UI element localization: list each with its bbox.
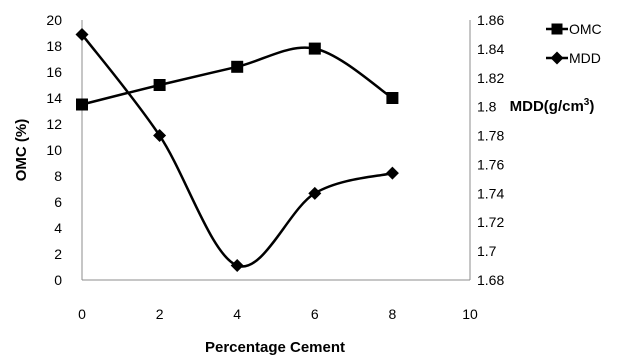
x-tick-labels: 0 2 4 6 8 10	[78, 306, 478, 322]
data-point-mdd	[153, 129, 167, 143]
y-right-tick-label: 1.8	[477, 99, 497, 115]
y-left-tick-label: 10	[46, 142, 62, 158]
y-right-axis-title-base: MDD(g/cm	[510, 98, 584, 115]
y-right-tick-label: 1.82	[477, 70, 504, 86]
y-right-axis-title-superscript: 3	[584, 97, 590, 108]
y-right-tick-label: 1.72	[477, 214, 504, 230]
data-point-omc	[386, 92, 399, 104]
y-right-tick-label: 1.68	[477, 272, 504, 288]
y-left-tick-label: 0	[54, 272, 62, 288]
y-right-tick-label: 1.7	[477, 243, 497, 259]
y-right-axis-title: MDD(g/cm3)	[510, 97, 595, 115]
y-right-tick-label: 1.76	[477, 156, 504, 172]
data-point-mdd	[75, 27, 89, 41]
data-point-omc	[231, 60, 244, 73]
y-left-tick-label: 14	[46, 90, 62, 106]
x-tick-label: 10	[462, 306, 478, 322]
x-tick-label: 0	[78, 306, 86, 322]
y-left-tick-label: 4	[54, 220, 62, 236]
y-right-axis-title-end: )	[589, 98, 594, 115]
y-left-tick-label: 12	[46, 116, 62, 132]
x-axis-title: Percentage Cement	[205, 339, 345, 356]
x-tick-label: 4	[233, 306, 241, 322]
data-point-omc	[76, 98, 88, 111]
y-left-tick-label: 6	[54, 194, 62, 210]
y-right-tick-label: 1.86	[477, 12, 504, 28]
y-left-tick-label: 2	[54, 246, 62, 262]
data-point-mdd	[230, 259, 244, 273]
legend-mdd-label: MDD	[569, 50, 601, 66]
x-tick-label: 6	[311, 306, 319, 322]
y-right-tick-label: 1.78	[477, 128, 504, 144]
y-left-tick-label: 18	[46, 38, 62, 54]
x-tick-label: 8	[389, 306, 397, 322]
y-left-tick-labels: 0 2 4 6 8 10 12 14 16 18 20	[46, 12, 62, 288]
y-right-tick-label: 1.74	[477, 185, 504, 201]
series-line-omc	[81, 46, 394, 106]
legend-omc-label: OMC	[569, 21, 602, 37]
y-left-tick-label: 20	[46, 12, 62, 28]
data-point-mdd	[308, 186, 322, 200]
y-right-tick-label: 1.84	[477, 41, 504, 57]
data-point-omc	[308, 42, 321, 55]
x-tick-label: 2	[156, 306, 164, 322]
legend: OMC MDD	[546, 21, 602, 66]
y-right-tick-labels: 1.68 1.7 1.72 1.74 1.76 1.78 1.8 1.82 1.84 1.86	[477, 12, 504, 288]
data-point-mdd	[385, 166, 399, 180]
y-left-tick-label: 8	[54, 168, 62, 184]
data-point-omc	[153, 79, 166, 91]
legend-omc-marker	[551, 23, 563, 35]
legend-item-mdd: MDD	[546, 50, 601, 66]
legend-mdd-marker	[550, 51, 564, 65]
series-layer	[75, 27, 399, 273]
chart-axes	[81, 20, 471, 281]
legend-item-omc: OMC	[546, 21, 602, 37]
y-left-axis-title: OMC (%)	[13, 119, 30, 182]
y-left-tick-label: 16	[46, 64, 62, 80]
